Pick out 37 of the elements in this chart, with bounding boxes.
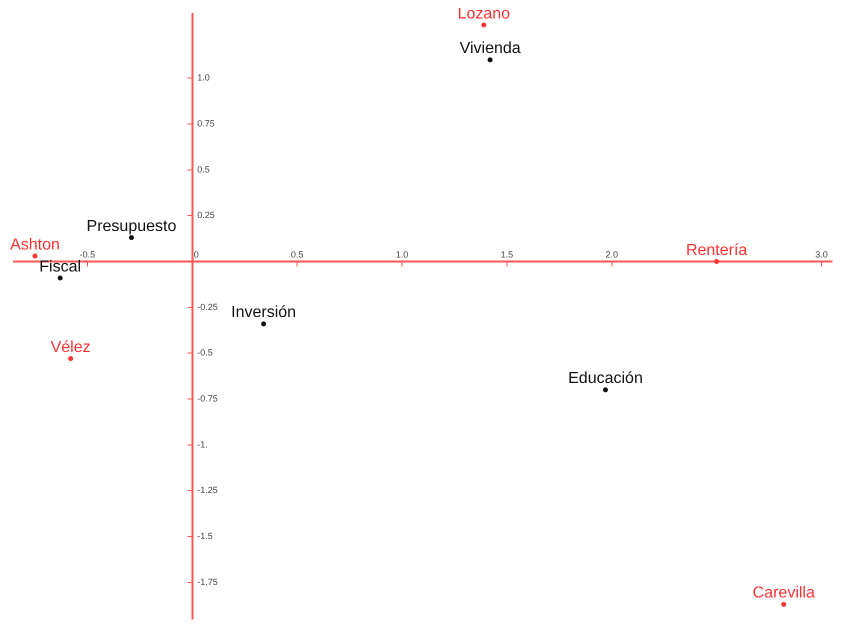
point: [68, 356, 74, 362]
point: [781, 602, 786, 607]
series-label: Rentería: [686, 242, 748, 259]
y-tick-label: 0.5: [197, 164, 210, 174]
point: [58, 276, 63, 280]
y-tick-label: -1.75: [197, 576, 218, 587]
point: [128, 235, 134, 240]
point: [32, 254, 38, 258]
x-tick-label: 1.5: [500, 249, 514, 260]
series-label: Educación: [568, 370, 643, 388]
point: [602, 387, 608, 392]
x-tick-label: -0.5: [80, 249, 96, 260]
x-tick-label: 0.5: [290, 249, 304, 260]
series-label: Presupuesto: [86, 218, 176, 236]
x-tick-label: 0: [194, 249, 199, 260]
point: [714, 259, 720, 264]
series-label: Vélez: [50, 339, 91, 356]
series-label: Vivienda: [460, 40, 521, 58]
y-tick-label: 0.75: [197, 118, 215, 128]
y-tick-label: -0.25: [197, 302, 218, 312]
point: [261, 321, 266, 326]
y-tick-label: -0.75: [197, 393, 218, 404]
y-tick-label: 1.0: [197, 72, 210, 83]
series-label: Inversión: [231, 304, 296, 322]
series-label: Ashton: [10, 236, 60, 254]
x-tick-label: 1.0: [396, 249, 408, 260]
y-tick-label: -1.25: [197, 485, 218, 496]
x-tick-label: 3.0: [815, 249, 828, 260]
series-label: Fiscal: [39, 258, 82, 276]
y-tick-label: -1.: [197, 439, 208, 450]
x-tick-label: 2.0: [606, 249, 618, 260]
y-tick-label: -1.5: [197, 530, 213, 541]
y-tick-label: 0.25: [197, 210, 215, 220]
y-tick-label: -0.5: [197, 348, 213, 358]
series-label: Carevilla: [752, 584, 815, 602]
point: [488, 57, 493, 62]
point: [481, 22, 486, 28]
